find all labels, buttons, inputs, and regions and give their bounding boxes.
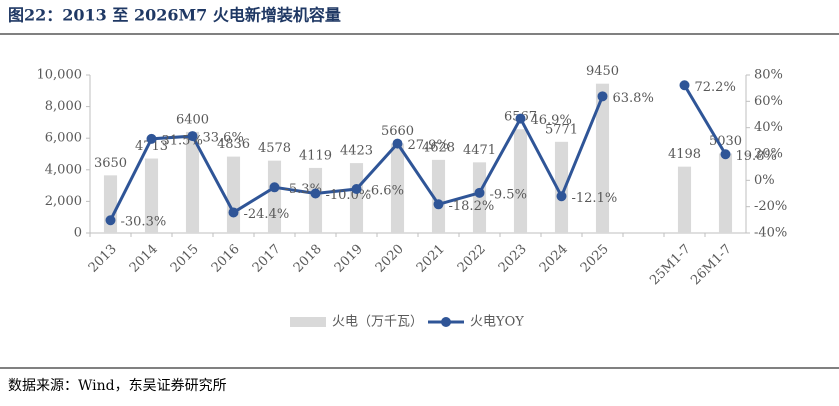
x-tick-label: 2024 [537, 242, 571, 276]
x-tick-label: 2020 [373, 242, 407, 276]
bar [144, 158, 159, 233]
yoy-point [105, 215, 116, 226]
x-tick-label: 2021 [414, 242, 448, 276]
yoy-point [146, 133, 157, 144]
yoy-point [679, 80, 690, 91]
legend-label: 火电（万千瓦） [332, 315, 423, 330]
legend-swatch [441, 317, 451, 327]
y2-tick-label: 20% [754, 147, 783, 162]
bar-value-label: 4628 [422, 140, 455, 155]
y-tick-label: 0 [74, 226, 82, 241]
bar-value-label: 3650 [94, 156, 127, 171]
yoy-value-label: 72.2% [695, 80, 736, 95]
x-tick-label: 2015 [168, 242, 202, 276]
y2-tick-label: 0% [754, 173, 775, 188]
bar-value-label: 4713 [135, 139, 168, 154]
x-tick-label: 2025 [578, 242, 612, 276]
bar [226, 156, 241, 233]
y-tick-label: 10,000 [37, 68, 83, 83]
y-tick-label: 6,000 [45, 131, 82, 146]
legend-label: 火电YOY [470, 315, 524, 330]
yoy-value-label: -24.4% [244, 207, 290, 222]
x-tick-label: 2016 [209, 242, 243, 276]
x-tick-label: 2019 [332, 242, 366, 276]
y2-tick-label: 40% [754, 120, 783, 135]
yoy-point [433, 199, 444, 210]
yoy-point [228, 207, 239, 218]
y-tick-label: 2,000 [45, 194, 82, 209]
yoy-value-label: 33.6% [203, 131, 244, 146]
x-tick-label: 2023 [496, 242, 530, 276]
y2-tick-label: -20% [754, 199, 787, 214]
bar-value-label: 4119 [299, 148, 332, 163]
bar [431, 159, 446, 233]
y2-tick-label: 80% [754, 68, 783, 83]
bar-value-label: 5771 [545, 122, 578, 137]
yoy-value-label: 46.9% [531, 113, 572, 128]
yoy-point [392, 138, 403, 149]
yoy-line [683, 84, 727, 156]
x-tick-label: 2014 [127, 242, 161, 276]
yoy-value-label: -12.1% [572, 191, 618, 206]
x-tick-label: 2013 [86, 242, 120, 276]
yoy-point [187, 131, 198, 142]
yoy-point [597, 91, 608, 102]
yoy-point [556, 191, 567, 202]
bar [267, 160, 282, 233]
bar [595, 83, 610, 233]
bar [185, 131, 200, 233]
yoy-value-label: 27.9% [408, 138, 449, 153]
legend-swatch [290, 317, 326, 327]
bar [554, 141, 569, 233]
bar-value-label: 4471 [463, 143, 496, 158]
bar [677, 166, 692, 233]
bar-value-label: 9450 [586, 64, 619, 79]
x-tick-label: 26M1-7 [688, 242, 735, 289]
x-tick-label: 2018 [291, 242, 325, 276]
y-tick-label: 8,000 [45, 99, 82, 114]
yoy-point [474, 187, 485, 198]
bar-value-label: 5660 [381, 124, 414, 139]
yoy-point [515, 113, 526, 124]
yoy-value-label: -30.3% [121, 215, 167, 230]
yoy-value-label: 19.8% [736, 149, 777, 164]
x-tick-label: 2022 [455, 242, 489, 276]
yoy-point [310, 188, 321, 199]
bar [349, 163, 364, 233]
bar-value-label: 6400 [176, 112, 209, 127]
chart-title: 图22：2013 至 2026M7 火电新增装机容量 [8, 6, 341, 25]
bar [390, 143, 405, 233]
bar-value-label: 4836 [217, 137, 250, 152]
yoy-point [351, 184, 362, 195]
x-tick-label: 2017 [250, 242, 284, 276]
bar [718, 153, 733, 233]
bar-value-label: 4198 [668, 147, 701, 162]
yoy-value-label: 63.8% [613, 91, 654, 106]
source: 数据来源：Wind，东吴证券研究所 [8, 378, 227, 394]
yoy-value-label: -10.0% [326, 188, 372, 203]
yoy-value-label: -6.6% [367, 184, 404, 199]
bar [308, 167, 323, 233]
yoy-point [720, 149, 731, 160]
yoy-value-label: -18.2% [449, 199, 495, 214]
yoy-value-label: -9.5% [490, 187, 527, 202]
y2-tick-label: 60% [754, 94, 783, 109]
x-tick-label: 25M1-7 [647, 242, 694, 289]
y2-tick-label: -40% [754, 226, 787, 241]
y-tick-label: 4,000 [45, 162, 82, 177]
bar [513, 129, 528, 233]
bar-value-label: 4578 [258, 141, 291, 156]
yoy-point [269, 182, 280, 193]
bar-value-label: 4423 [340, 144, 373, 159]
